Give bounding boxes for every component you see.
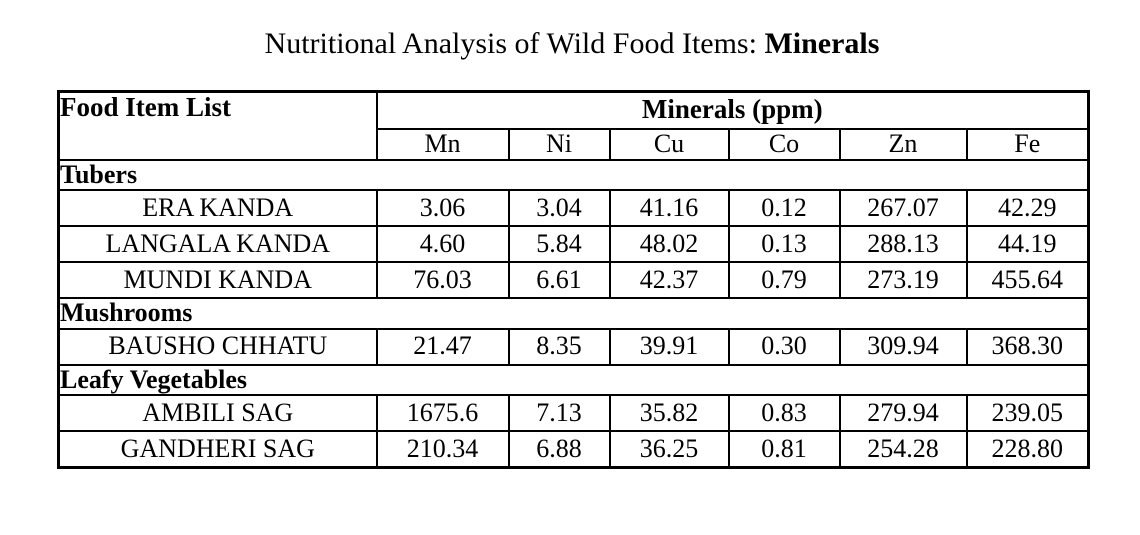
- minerals-table: Food Item List Minerals (ppm) Mn Ni Cu C…: [57, 90, 1091, 469]
- value-cell: 6.88: [507, 430, 611, 469]
- value-cell: 3.04: [507, 189, 611, 228]
- food-row: AMBILI SAG 1675.6 7.13 35.82 0.83 279.94 239.0…: [57, 394, 1090, 433]
- food-name-cell: LANGALA KANDA: [57, 225, 378, 264]
- value-cell: 8.35: [507, 327, 611, 366]
- section-row: Leafy Vegetables: [57, 363, 1090, 397]
- value-cell: 279.94: [838, 394, 968, 433]
- food-row: ERA KANDA 3.06 3.04 41.16 0.12 267.07 42.29: [57, 189, 1090, 228]
- value-cell: 21.47: [375, 327, 510, 366]
- value-cell: 368.30: [965, 327, 1090, 366]
- mineral-column-header-co: Co: [727, 127, 841, 161]
- value-cell: 76.03: [375, 261, 510, 300]
- page-title-text: Nutritional Analysis of Wild Food Items:: [264, 27, 765, 60]
- value-cell: 48.02: [608, 225, 730, 264]
- header-row-minerals: Mn Ni Cu Co Zn Fe: [59, 127, 1090, 161]
- food-name-cell: GANDHERI SAG: [57, 430, 378, 469]
- section-label: Leafy Vegetables: [57, 363, 1090, 397]
- food-column-header: Food Item List: [57, 90, 378, 161]
- value-cell: 35.82: [608, 394, 730, 433]
- value-cell: 0.30: [727, 327, 841, 366]
- mineral-column-header-mn: Mn: [375, 127, 510, 161]
- value-cell: 36.25: [608, 430, 730, 469]
- page-title: Nutritional Analysis of Wild Food Items:…: [57, 27, 1087, 61]
- food-row: MUNDI KANDA 76.03 6.61 42.37 0.79 273.19 455.6…: [57, 261, 1090, 300]
- value-cell: 7.13: [507, 394, 611, 433]
- header-row-group: Food Item List Minerals (ppm): [57, 90, 1090, 161]
- value-cell: 42.37: [608, 261, 730, 300]
- food-name-cell: AMBILI SAG: [57, 394, 378, 433]
- section-label: Tubers: [57, 158, 1090, 192]
- value-cell: 4.60: [375, 225, 510, 264]
- value-cell: 0.83: [727, 394, 841, 433]
- value-cell: 254.28: [838, 430, 968, 469]
- value-cell: 39.91: [608, 327, 730, 366]
- value-cell: 42.29: [965, 189, 1090, 228]
- mineral-column-header-cu: Cu: [608, 127, 730, 161]
- value-cell: 3.06: [375, 189, 510, 228]
- value-cell: 1675.6: [375, 394, 510, 433]
- table-body: Tubers ERA KANDA 3.06 3.04 41.16 0.12 267.07 42…: [57, 158, 1090, 469]
- minerals-group-header: Minerals (ppm): [375, 90, 1090, 130]
- food-name-cell: BAUSHO CHHATU: [57, 327, 378, 366]
- value-cell: 0.12: [727, 189, 841, 228]
- value-cell: 0.79: [727, 261, 841, 300]
- food-name-cell: MUNDI KANDA: [57, 261, 378, 300]
- mineral-column-header-ni: Ni: [507, 127, 611, 161]
- value-cell: 41.16: [608, 189, 730, 228]
- food-row: LANGALA KANDA 4.60 5.84 48.02 0.13 288.13 44.1…: [57, 225, 1090, 264]
- value-cell: 44.19: [965, 225, 1090, 264]
- value-cell: 5.84: [507, 225, 611, 264]
- mineral-column-header-zn: Zn: [838, 127, 968, 161]
- value-cell: 309.94: [838, 327, 968, 366]
- page-title-emphasis: Minerals: [764, 27, 880, 60]
- value-cell: 288.13: [838, 225, 968, 264]
- value-cell: 239.05: [965, 394, 1090, 433]
- value-cell: 267.07: [838, 189, 968, 228]
- value-cell: 455.64: [965, 261, 1090, 300]
- section-row: Tubers: [57, 158, 1090, 192]
- section-row: Mushrooms: [57, 297, 1090, 330]
- value-cell: 0.81: [727, 430, 841, 469]
- food-row: BAUSHO CHHATU 21.47 8.35 39.91 0.30 309.94 368…: [57, 327, 1090, 366]
- food-name-cell: ERA KANDA: [57, 189, 378, 228]
- value-cell: 210.34: [375, 430, 510, 469]
- food-row: GANDHERI SAG 210.34 6.88 36.25 0.81 254.28 228…: [57, 430, 1090, 469]
- section-label: Mushrooms: [57, 297, 1090, 330]
- value-cell: 6.61: [507, 261, 611, 300]
- value-cell: 228.80: [965, 430, 1090, 469]
- value-cell: 0.13: [727, 225, 841, 264]
- value-cell: 273.19: [838, 261, 968, 300]
- mineral-column-header-fe: Fe: [965, 127, 1090, 161]
